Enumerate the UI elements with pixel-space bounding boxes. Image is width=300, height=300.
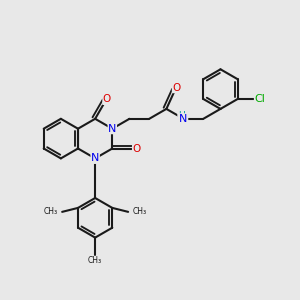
Text: O: O bbox=[133, 143, 141, 154]
Text: O: O bbox=[172, 83, 181, 93]
Text: N: N bbox=[179, 114, 188, 124]
Text: N: N bbox=[91, 153, 99, 164]
Text: CH₃: CH₃ bbox=[133, 207, 147, 216]
Text: N: N bbox=[108, 124, 116, 134]
Text: O: O bbox=[103, 94, 111, 104]
Text: CH₃: CH₃ bbox=[43, 207, 57, 216]
Text: Cl: Cl bbox=[254, 94, 265, 104]
Text: CH₃: CH₃ bbox=[88, 256, 102, 265]
Text: H: H bbox=[178, 111, 184, 120]
